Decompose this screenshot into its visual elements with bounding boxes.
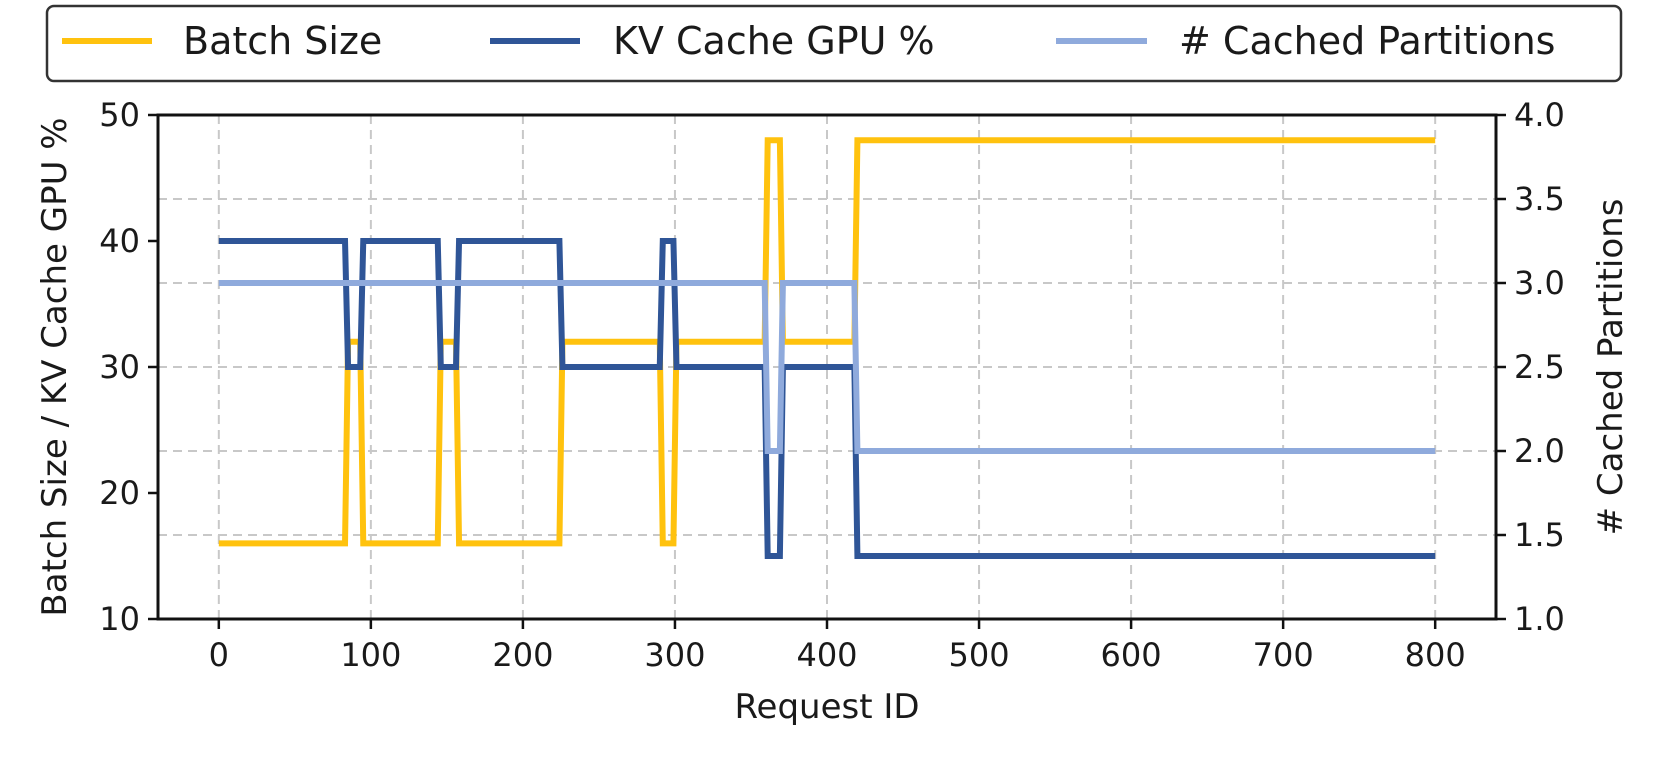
legend-frame bbox=[45, 4, 1623, 83]
y2-tick-label: 4.0 bbox=[1514, 96, 1565, 134]
legend: Batch Size KV Cache GPU % # Cached Parti… bbox=[45, 4, 1623, 83]
x-tick-label: 400 bbox=[796, 636, 857, 674]
y-axis-label: Batch Size / KV Cache GPU % bbox=[35, 117, 75, 616]
x-tick-label: 300 bbox=[644, 636, 705, 674]
y2-tick-label: 2.5 bbox=[1514, 348, 1565, 386]
x-axis-ticks: 0 100 200 300 400 500 600 700 800 bbox=[209, 619, 1466, 674]
series-line-kv-cache-gpu bbox=[218, 238, 1436, 559]
x-tick-label: 500 bbox=[949, 636, 1010, 674]
x-tick-label: 200 bbox=[492, 636, 553, 674]
y-tick-label: 40 bbox=[99, 222, 140, 260]
y2-tick-label: 3.0 bbox=[1514, 264, 1565, 302]
x-tick-label: 0 bbox=[209, 636, 229, 674]
y-tick-label: 20 bbox=[99, 474, 140, 512]
series-line-batch-size bbox=[218, 137, 1436, 547]
legend-label-cached-partitions: # Cached Partitions bbox=[1179, 19, 1555, 63]
x-tick-label: 800 bbox=[1405, 636, 1466, 674]
y2-tick-label: 2.0 bbox=[1514, 432, 1565, 470]
series-line-cached-partitions bbox=[218, 280, 1436, 454]
y2-tick-label: 3.5 bbox=[1514, 180, 1565, 218]
y2-tick-label: 1.5 bbox=[1514, 516, 1565, 554]
x-tick-label: 100 bbox=[340, 636, 401, 674]
x-tick-label: 700 bbox=[1253, 636, 1314, 674]
y-tick-label: 50 bbox=[99, 96, 140, 134]
x-tick-label: 600 bbox=[1101, 636, 1162, 674]
y-tick-label: 30 bbox=[99, 348, 140, 386]
series-layer bbox=[218, 137, 1436, 559]
y-axis-ticks: 10 20 30 40 50 bbox=[99, 96, 158, 638]
legend-label-batch-size: Batch Size bbox=[183, 19, 382, 63]
y-tick-label: 10 bbox=[99, 600, 140, 638]
legend-label-kv-cache: KV Cache GPU % bbox=[613, 19, 935, 63]
y2-tick-label: 1.0 bbox=[1514, 600, 1565, 638]
y2-axis-label: # Cached Partitions bbox=[1591, 199, 1631, 536]
y2-axis-ticks: 1.0 1.5 2.0 2.5 3.0 3.5 4.0 bbox=[1496, 96, 1565, 638]
x-axis-label: Request ID bbox=[734, 687, 919, 727]
